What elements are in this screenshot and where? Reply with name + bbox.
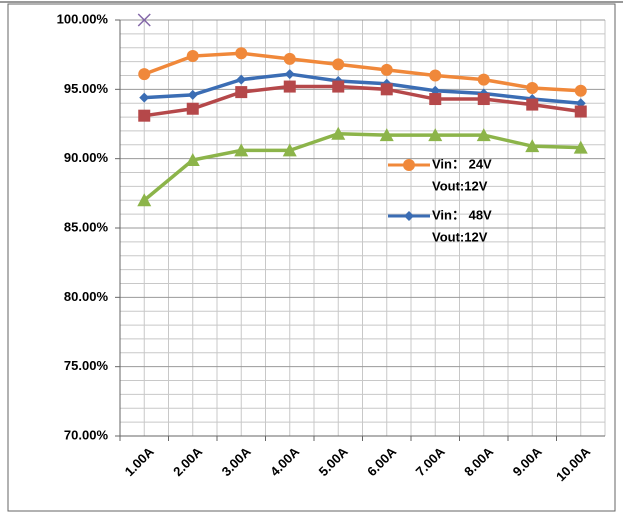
point <box>573 140 588 154</box>
legend-label: Vin： 48V <box>432 207 492 222</box>
point <box>380 63 393 76</box>
legend-label: Vout:12V <box>432 178 488 193</box>
point <box>429 93 442 106</box>
series-line <box>144 84 581 118</box>
point <box>186 102 199 115</box>
point <box>477 93 490 106</box>
point <box>331 126 346 140</box>
point <box>138 109 151 122</box>
y-tick-label: 100.00% <box>57 11 109 26</box>
point <box>187 89 198 100</box>
point <box>404 211 414 221</box>
point <box>526 98 539 111</box>
point <box>428 128 443 142</box>
point <box>574 105 587 118</box>
point <box>403 159 415 171</box>
point <box>185 153 200 167</box>
point <box>476 128 491 142</box>
point <box>235 47 248 60</box>
point <box>137 13 151 27</box>
point <box>526 81 539 94</box>
point <box>379 128 394 142</box>
point <box>235 86 248 99</box>
point <box>137 193 152 207</box>
point <box>139 92 150 103</box>
point <box>332 80 345 93</box>
point <box>284 69 295 80</box>
point <box>477 73 490 86</box>
point <box>283 52 296 65</box>
y-tick-label: 80.00% <box>64 289 109 304</box>
point <box>234 143 249 157</box>
series-line <box>143 51 581 93</box>
y-tick-label: 70.00% <box>64 427 109 442</box>
y-tick-label: 85.00% <box>64 219 109 234</box>
legend-label: Vin： 24V <box>432 156 492 171</box>
point <box>282 143 297 157</box>
legend-label: Vout:12V <box>432 229 488 244</box>
point <box>332 58 345 71</box>
series-line <box>143 131 581 202</box>
point <box>574 84 587 97</box>
point <box>283 80 296 93</box>
point <box>380 83 393 96</box>
point <box>525 139 540 153</box>
point <box>429 69 442 82</box>
point <box>138 68 151 81</box>
y-tick-label: 75.00% <box>64 358 109 373</box>
chart-frame <box>7 3 616 512</box>
series-line <box>144 72 581 105</box>
point <box>186 50 199 63</box>
y-tick-label: 90.00% <box>64 150 109 165</box>
y-tick-label: 95.00% <box>64 81 109 96</box>
point <box>236 74 247 85</box>
